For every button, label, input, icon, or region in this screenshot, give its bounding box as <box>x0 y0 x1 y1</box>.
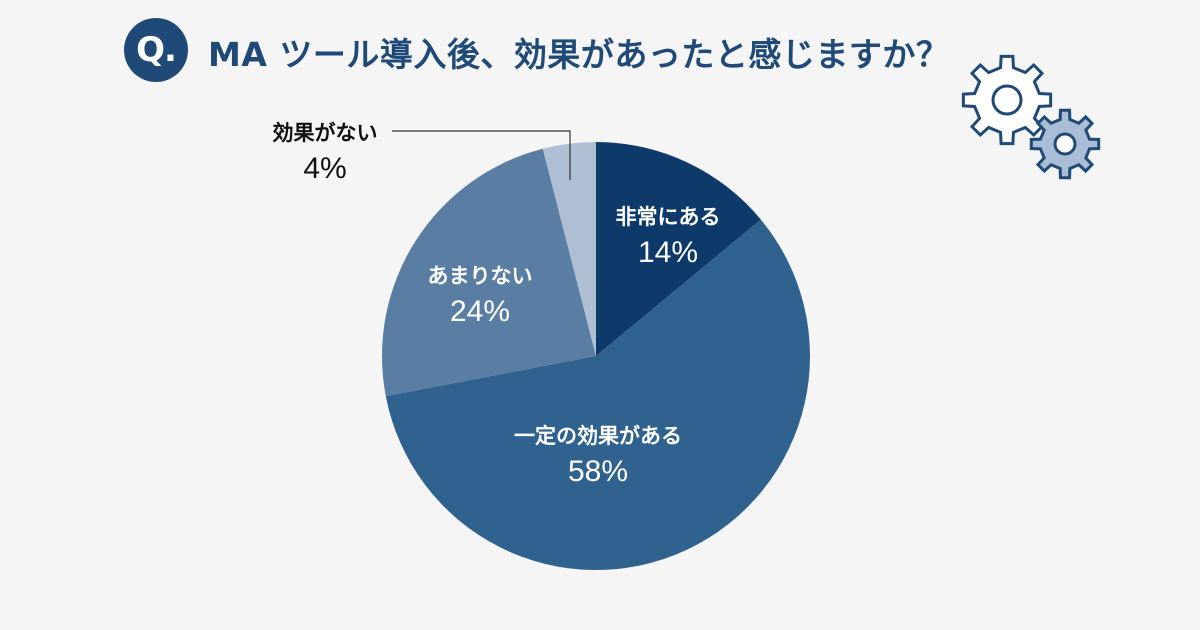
question-badge: Q. <box>124 18 188 82</box>
leader-line <box>392 130 571 180</box>
slice-label: 非常にある <box>616 205 721 229</box>
slice-label: 一定の効果がある <box>514 424 682 448</box>
pie-slice <box>542 142 596 356</box>
page-title: MA ツール導入後、効果があったと感じますか？ <box>208 35 950 74</box>
slice-value-label: 58% <box>568 455 628 488</box>
slice-value-label: 24% <box>450 295 510 328</box>
gear-filled-icon <box>1029 108 1101 180</box>
gear-outline-icon <box>961 54 1053 146</box>
pie-slice <box>596 142 761 356</box>
slice-value-label: 14% <box>638 236 698 269</box>
slice-label: あまりない <box>428 264 533 288</box>
slice-label: 効果がない <box>273 121 378 145</box>
pie-slice <box>382 148 596 397</box>
pie-slice <box>385 219 810 571</box>
gears-icon <box>961 54 1101 180</box>
slice-value-label: 4% <box>303 152 346 185</box>
